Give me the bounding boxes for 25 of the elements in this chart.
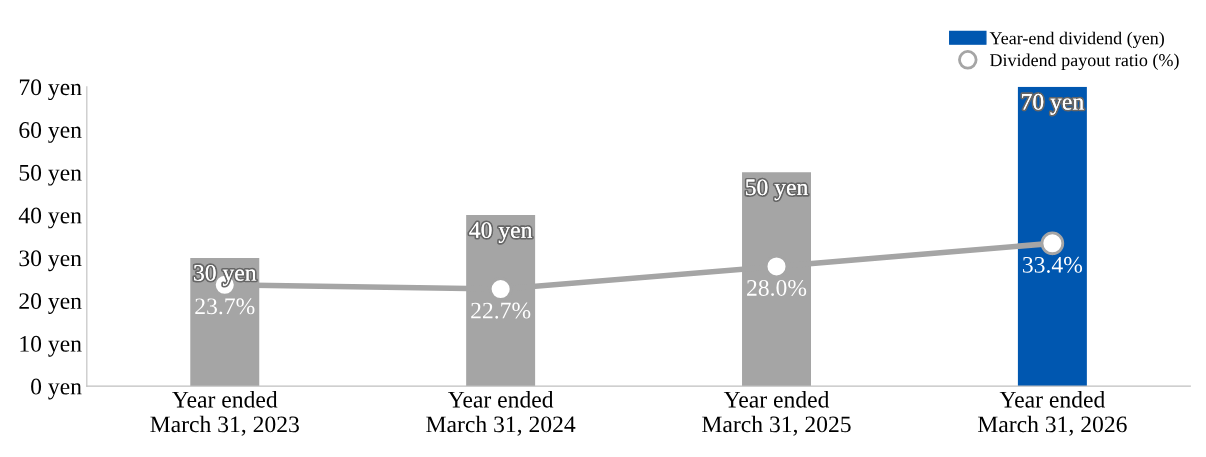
data-label: 50 yen: [746, 179, 808, 201]
y-tick-label: 0 yen: [31, 378, 82, 400]
y-tick-label: 60 yen: [19, 122, 82, 143]
x-tick-label: Year ended March 31, 2026: [977, 391, 1127, 436]
point: [1040, 231, 1065, 256]
x-tick-label: Year ended March 31, 2024: [426, 391, 576, 436]
y-tick-label: 70 yen: [19, 79, 82, 101]
x-tick-label: Year ended March 31, 2025: [702, 391, 851, 436]
data-label: 28.0%: [747, 279, 807, 296]
data-label: 40 yen: [469, 222, 533, 243]
data-label: 22.7%: [471, 302, 531, 319]
data-label: 70 yen: [1022, 93, 1084, 115]
y-tick-label: 40 yen: [18, 207, 82, 229]
y-tick-label: 20 yen: [19, 293, 82, 314]
y-tick-label: 30 yen: [19, 250, 82, 272]
point: [488, 277, 513, 301]
x-tick-label: Year ended March 31, 2023: [150, 391, 299, 436]
y-tick-label: 10 yen: [20, 335, 82, 357]
data-label: 33.4%: [1023, 256, 1083, 273]
legend-label: Dividend payout ratio (%): [989, 53, 1179, 71]
point: [764, 254, 789, 279]
legend-label: Year-end dividend (yen): [989, 31, 1164, 49]
data-label: 23.7%: [195, 298, 255, 315]
bar: [1017, 86, 1087, 387]
y-tick-label: 50 yen: [19, 164, 82, 186]
